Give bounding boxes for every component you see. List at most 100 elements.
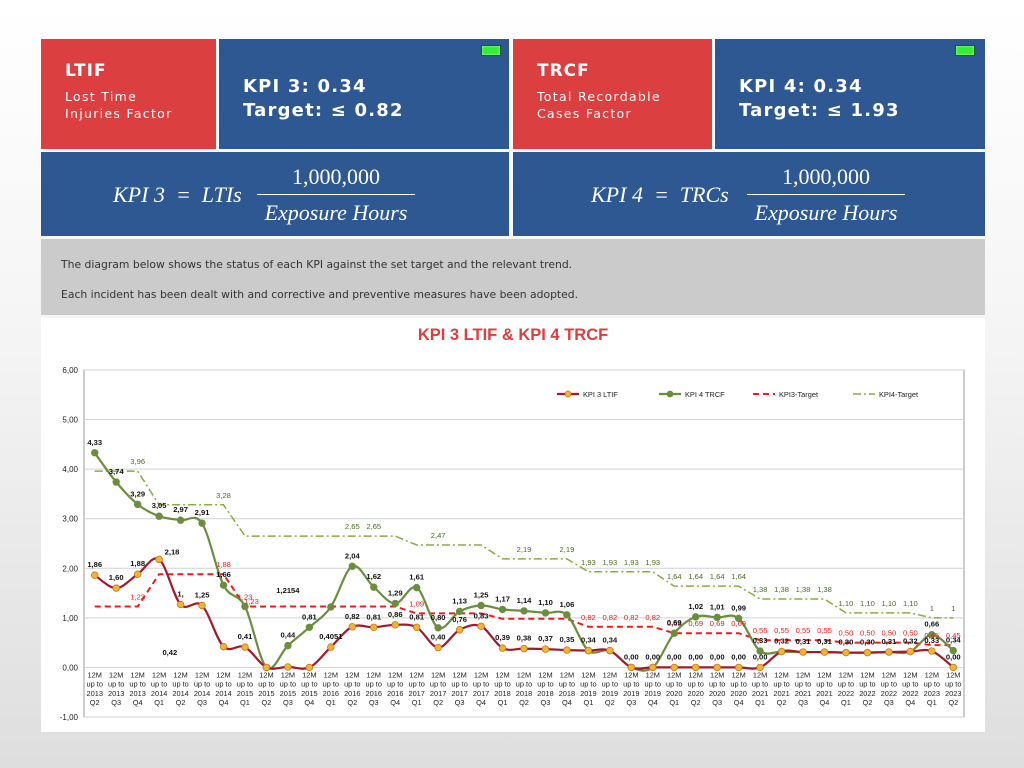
data-label: 0,31: [796, 637, 812, 646]
x-tick-label: 12M up to 2020 Q2: [687, 670, 703, 707]
data-label: 1,10: [538, 598, 553, 607]
data-label: 1,02: [688, 602, 703, 611]
data-point: [327, 603, 335, 611]
x-tick-label: 12M up to 2018 Q3: [537, 670, 553, 707]
data-label: 1,88: [216, 560, 231, 569]
data-label: 0,31: [817, 637, 833, 646]
data-label: 3,74: [109, 467, 125, 476]
data-point: [692, 663, 700, 672]
data-point: [198, 519, 206, 527]
data-label: 1,93: [581, 558, 596, 567]
formula-fraction-bar: [257, 194, 415, 195]
data-point: [477, 601, 485, 610]
data-label: 1,23: [238, 592, 253, 601]
kpi4-target-line: [94, 470, 954, 619]
data-label: 2,04: [345, 551, 361, 560]
chart-title: KPI 3 LTIF & KPI 4 TRCF: [417, 326, 609, 344]
data-point: [241, 602, 249, 611]
data-point: [520, 607, 528, 615]
data-label: 1,01: [710, 602, 726, 611]
annotation-label: 1,23: [244, 597, 259, 606]
kpi4-formula-panel: KPI 4 = TRCs 1,000,000 Exposure Hours: [513, 152, 985, 236]
data-point: [412, 583, 421, 592]
data-label: 0,50: [903, 629, 918, 638]
data-point: [370, 583, 378, 591]
x-tick-label: 12M up to 2023 Q1: [924, 670, 940, 707]
data-label: 3,05: [152, 501, 168, 510]
kpi3-target-line: [94, 573, 954, 647]
data-label: 2,19: [560, 545, 575, 554]
y-tick-label: 0,00: [62, 663, 78, 672]
data-label: 0,30: [860, 638, 875, 647]
data-point: [498, 644, 507, 652]
data-point: [327, 643, 335, 651]
kpi3-formula: KPI 3 = LTIs 1,000,000 Exposure Hours: [41, 152, 509, 236]
x-tick-label: 12M up to 2016 Q3: [366, 670, 382, 707]
x-tick-label: 12M up to 2017 Q3: [451, 670, 467, 707]
x-tick-label: 12M up to 2015 Q1: [237, 670, 253, 707]
x-tick-label: 12M up to 2016 Q2: [344, 670, 360, 707]
x-tick-label: 12M up to 2021 Q2: [773, 670, 789, 707]
data-point: [799, 648, 807, 656]
data-label: 3,28: [216, 491, 231, 500]
y-tick-label: -1,00: [60, 713, 79, 722]
data-label: 1,61: [409, 573, 425, 582]
formula-numerator: 1,000,000: [292, 164, 380, 189]
x-tick-label: 12M up to 2018 Q1: [494, 670, 510, 707]
data-point: [284, 663, 292, 671]
ltif-name: Lost Time Injuries Factor: [65, 89, 173, 121]
x-tick-label: 12M up to 2019 Q2: [602, 670, 618, 707]
kpi4-target-line: Target: ≤ 1.93: [739, 100, 900, 121]
data-label: 1: [930, 604, 934, 613]
data-label: 0,81: [409, 612, 425, 621]
data-label: 1,13: [452, 596, 467, 605]
x-tick-label: 12M up to 2013 Q3: [108, 670, 124, 707]
x-tick-label: 12M up to 2020 Q1: [666, 670, 682, 707]
data-label: 0,50: [860, 629, 875, 638]
x-tick-label: 12M up to 2017 Q2: [430, 670, 446, 707]
data-label: 1,64: [667, 572, 682, 581]
data-label: 1,38: [753, 585, 768, 594]
data-label: 0,45: [946, 631, 961, 640]
data-label: 0,34: [602, 636, 618, 645]
data-point: [563, 611, 571, 619]
data-point: [928, 631, 936, 639]
data-label: 1,93: [602, 558, 617, 567]
data-point: [412, 623, 421, 631]
x-tick-label: 12M up to 2014 Q3: [194, 670, 210, 707]
data-label: 0,32: [903, 637, 918, 646]
data-label: 1,86: [87, 560, 102, 569]
data-label: 0,69: [667, 618, 682, 627]
x-tick-label: 12M up to 2018 Q2: [516, 670, 532, 707]
data-label: 2,65: [345, 522, 360, 531]
x-tick-label: 12M up to 2021 Q3: [795, 670, 811, 707]
annotation-label: 1,2154: [276, 586, 300, 595]
x-tick-label: 12M up to 2017 Q4: [473, 670, 489, 707]
x-tick-label: 12M up to 2014 Q1: [151, 670, 167, 707]
kpi3-status-panel: KPI 3: 0.34 Target: ≤ 0.82: [219, 39, 509, 149]
x-tick-label: 12M up to 2019 Q4: [645, 670, 661, 707]
data-point: [713, 663, 721, 672]
x-tick-label: 12M up to 2013 Q2: [87, 670, 103, 707]
data-point: [219, 642, 228, 651]
legend-label: KPI4-Target: [879, 390, 918, 399]
data-label: 0,82: [602, 613, 617, 622]
formula-lhs: KPI 3 = LTIs: [113, 182, 242, 207]
data-label: 0,31: [881, 637, 897, 646]
data-label: 0,69: [731, 619, 746, 628]
x-tick-label: 12M up to 2015 Q2: [258, 670, 274, 707]
data-label: 1,06: [560, 600, 575, 609]
data-label: 2,97: [173, 505, 188, 514]
data-point: [713, 613, 721, 622]
data-label: 1,88: [130, 559, 145, 568]
x-tick-label: 12M up to 2014 Q4: [215, 670, 231, 707]
kpi-line-chart: -1,00 0,00 1,00 2,00 3,00 4,00 5,00 6,00 12M up t…: [60, 366, 965, 722]
data-point: [649, 663, 657, 672]
data-point: [284, 641, 292, 650]
data-label: 0,55: [774, 626, 789, 635]
data-point: [176, 516, 185, 524]
x-tick-label: 12M up to 2021 Q4: [816, 670, 832, 707]
data-label: 1,29: [388, 588, 403, 597]
data-point: [262, 663, 271, 672]
data-label: 0,34: [946, 636, 962, 645]
